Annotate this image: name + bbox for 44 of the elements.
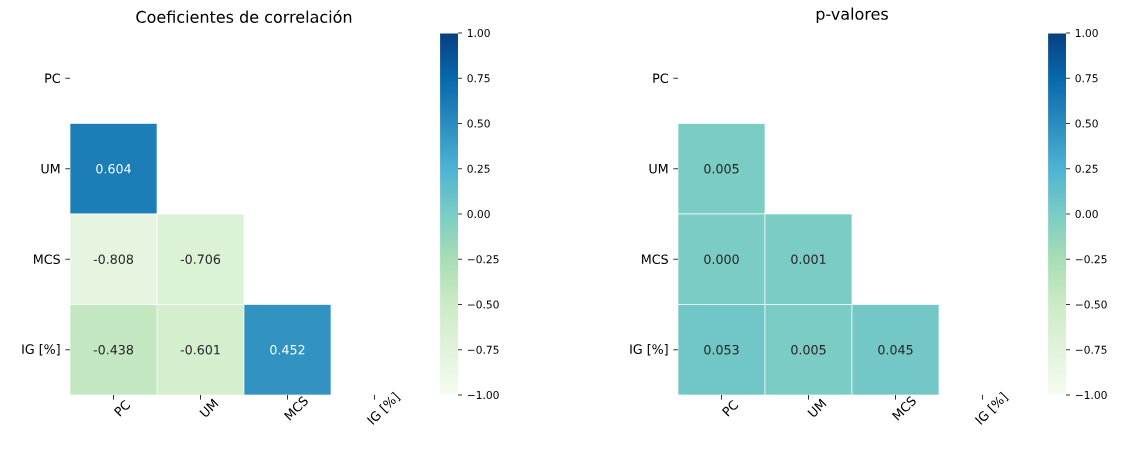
data-label: -0.601 [180,344,220,355]
color-bar-label: 0.25 [467,164,490,173]
data-label: -0.438 [93,344,134,355]
color-bar-label: −0.75 [1075,345,1107,354]
x-tick-label: PC [113,400,131,417]
color-bar-label: −0.25 [467,255,499,264]
color-bar-label: 0.25 [1075,164,1098,173]
color-bar-label: −0.25 [1075,255,1107,264]
color-bar-label: 0.75 [1075,74,1098,83]
y-tick-label: MCS [34,254,60,265]
color-bar-label: −0.75 [467,345,499,354]
data-label: 0.005 [791,344,826,355]
x-tick-label: PC [721,400,739,417]
color-bar-label: −1.00 [467,390,499,400]
chart-title: Coeficientes de correlación [136,9,352,23]
color-bar-label: 1.00 [467,28,490,38]
color-bar-label: 0.00 [1075,209,1098,219]
data-label: 0.001 [791,254,826,265]
data-label: -0.808 [93,254,134,265]
color-bar-label: 1.00 [1075,28,1098,38]
y-tick-label: MCS [642,254,668,265]
y-tick-label: PC [45,73,60,84]
y-tick-label: UM [41,164,60,174]
x-tick-label: UM [807,398,827,417]
color-bar-label: −0.50 [1075,300,1107,309]
data-label: 0.053 [704,344,739,355]
color-bar-label: 0.00 [467,209,490,219]
chart-title: p-valores [816,7,888,23]
data-label: -0.706 [180,254,221,265]
data-label: 0.452 [270,344,305,355]
data-label: 0.005 [704,163,739,174]
y-tick-label: IG [%] [22,344,60,356]
color-bar-label: 0.50 [1075,119,1098,128]
y-tick-label: IG [%] [630,344,668,356]
color-bar-label: 0.75 [467,74,490,83]
y-tick-label: PC [653,73,668,84]
data-label: 0.045 [878,344,913,355]
color-bar-label: 0.50 [467,119,490,128]
data-label: 0.604 [96,163,131,174]
data-label: 0.000 [704,254,739,265]
color-bar-label: −0.50 [467,300,499,309]
x-tick-label: UM [199,398,219,417]
y-tick-label: UM [649,164,668,174]
color-bar-label: −1.00 [1075,390,1107,400]
